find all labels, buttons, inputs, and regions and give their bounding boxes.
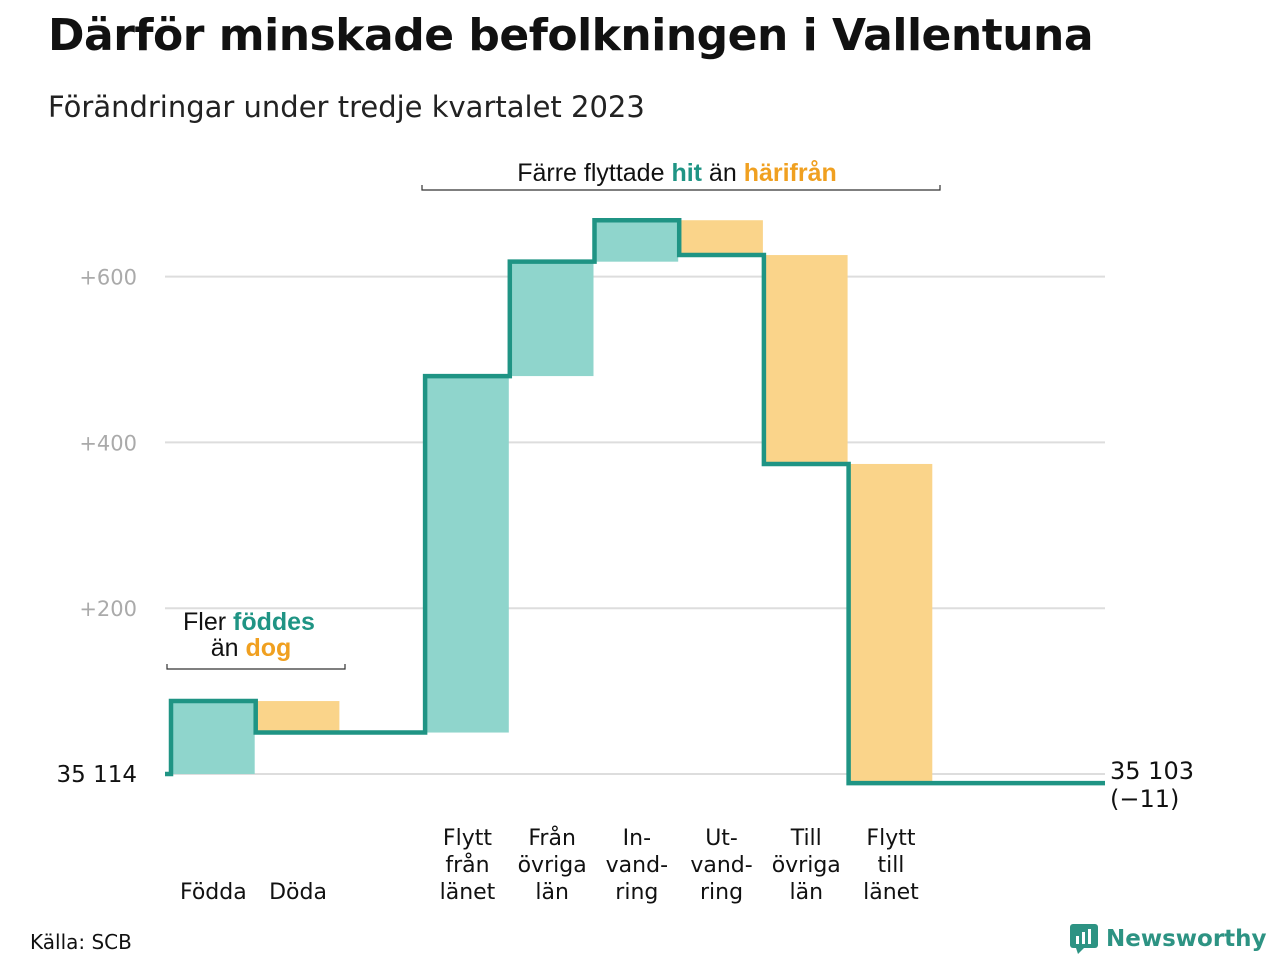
bar-outflow	[680, 220, 763, 256]
x-category-label: vand-	[606, 853, 668, 878]
x-category-label: Döda	[269, 880, 327, 905]
chart-subtitle: Förändringar under tredje kvartalet 2023	[48, 90, 645, 124]
y-tick-label: +200	[79, 597, 137, 621]
natural-annotation-line2: än dog	[211, 634, 292, 662]
migration-bracket	[421, 185, 941, 191]
migration-annotation: Färre flyttade hit än härifrån	[517, 159, 837, 187]
x-category-label: länet	[440, 880, 496, 905]
natural-bracket	[166, 664, 346, 670]
start-value-label: 35 114	[57, 762, 137, 788]
x-category-label: övriga	[772, 853, 841, 878]
x-category-label: till	[877, 853, 904, 878]
bar-outflow	[256, 701, 340, 733]
bar-inflow	[595, 220, 679, 262]
bar-outflow	[764, 255, 848, 464]
x-category-label: övriga	[518, 853, 587, 878]
end-value-label: 35 103	[1110, 757, 1194, 785]
newsworthy-logo-icon	[1070, 924, 1098, 954]
bar-inflow	[510, 261, 594, 377]
bar-inflow	[426, 376, 509, 733]
x-category-label: vand-	[690, 853, 752, 878]
x-category-label: Ut-	[705, 826, 738, 851]
chart-title: Därför minskade befolkningen i Vallentun…	[48, 10, 1094, 61]
brand-name: Newsworthy	[1106, 926, 1267, 952]
x-category-label: Flytt	[443, 826, 492, 851]
x-category-label: Födda	[180, 880, 247, 905]
cumulative-step-line	[165, 217, 1105, 786]
source-note: Källa: SCB	[30, 930, 132, 954]
y-tick-label: +400	[79, 431, 137, 455]
bar-inflow	[172, 701, 255, 774]
end-change-label: (−11)	[1110, 785, 1179, 813]
x-category-label: län	[789, 880, 823, 905]
x-category-label: län	[535, 880, 569, 905]
x-category-label: ring	[615, 880, 658, 905]
brand-logo: Newsworthy	[1070, 924, 1267, 954]
x-category-label: ring	[700, 880, 743, 905]
x-category-label: från	[445, 852, 489, 878]
x-category-label: Från	[528, 825, 576, 851]
x-category-label: In-	[623, 826, 651, 851]
x-category-label: länet	[863, 880, 919, 905]
x-category-label: Flytt	[866, 826, 915, 851]
x-category-label: Till	[790, 826, 822, 851]
y-tick-label: +600	[79, 266, 137, 290]
bar-outflow	[849, 463, 933, 784]
natural-annotation-line1: Fler föddes	[183, 608, 315, 636]
